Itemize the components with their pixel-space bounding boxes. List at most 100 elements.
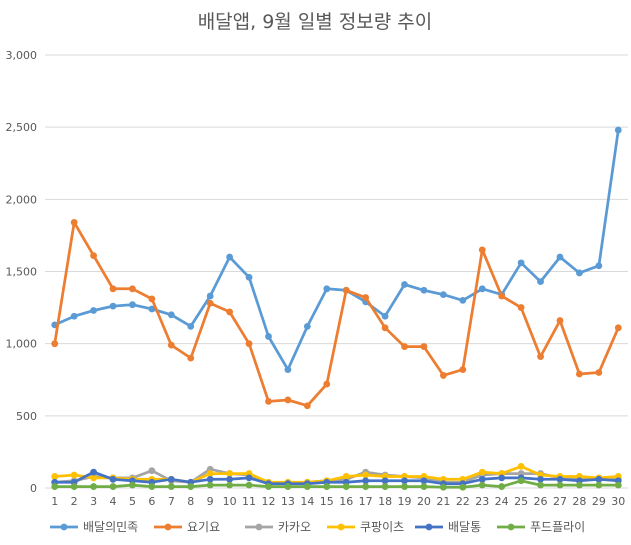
x-tick-label: 28 [572, 495, 586, 508]
data-point [517, 259, 525, 267]
x-tick-label: 21 [436, 495, 450, 508]
y-tick-label: 0 [30, 482, 37, 495]
data-point [129, 481, 136, 489]
data-point [459, 366, 467, 374]
data-point [478, 468, 486, 476]
legend-item: 카카오 [245, 520, 311, 534]
y-tick-label: 3,000 [6, 49, 38, 62]
data-point [303, 322, 311, 330]
x-tick-label: 29 [592, 495, 606, 508]
data-point [401, 281, 408, 288]
data-point [420, 477, 428, 485]
data-point [206, 292, 214, 300]
data-point [401, 483, 408, 490]
data-point [148, 305, 156, 313]
x-tick-label: 20 [417, 495, 431, 508]
grid-layer [45, 54, 628, 489]
data-point [90, 468, 97, 476]
data-point [498, 292, 506, 300]
x-tick-label: 16 [339, 495, 353, 508]
data-point [109, 483, 117, 490]
data-point [148, 483, 156, 490]
data-point [206, 299, 214, 307]
data-point [595, 481, 603, 489]
data-point [420, 483, 428, 490]
data-point [595, 369, 603, 376]
data-point [537, 278, 544, 286]
data-point [206, 475, 214, 483]
data-point [265, 333, 272, 340]
data-point [595, 475, 603, 483]
data-point [70, 471, 78, 479]
series-layer [51, 126, 622, 491]
x-tick-label: 5 [129, 495, 136, 508]
data-point [51, 473, 59, 480]
x-tick-label: 8 [187, 495, 194, 508]
data-point [362, 471, 370, 479]
data-point [576, 370, 583, 378]
x-tick-label: 6 [148, 495, 155, 508]
data-point [284, 396, 292, 404]
x-tick-label: 2 [71, 495, 78, 508]
data-point [303, 483, 311, 490]
data-point [401, 477, 408, 485]
legend-marker [60, 523, 68, 531]
data-point [420, 343, 428, 350]
data-point [90, 252, 97, 260]
y-axis: 0 500 1,000 1,500 2,000 2,500 3,000 [6, 49, 38, 495]
data-point [187, 483, 195, 490]
data-point [284, 366, 292, 374]
data-point [90, 307, 97, 314]
data-point [245, 273, 253, 281]
data-point [459, 296, 467, 304]
x-tick-label: 18 [378, 495, 392, 508]
legend-marker [425, 523, 433, 531]
y-tick-label: 2,500 [6, 121, 38, 134]
data-point [226, 470, 234, 477]
data-point [187, 354, 195, 362]
data-point [478, 285, 486, 293]
data-point [70, 312, 78, 320]
legend-label: 푸드플라이 [530, 520, 585, 534]
data-point [245, 340, 253, 348]
data-point [498, 474, 506, 482]
legend-item: 요기요 [154, 520, 220, 534]
x-tick-label: 3 [90, 495, 97, 508]
x-tick-label: 15 [320, 495, 334, 508]
data-point [439, 372, 447, 379]
data-point [206, 481, 214, 489]
data-point [265, 483, 272, 490]
data-point [109, 475, 117, 483]
y-tick-label: 1,000 [6, 338, 38, 351]
data-point [381, 483, 389, 490]
data-point [342, 473, 350, 480]
data-point [129, 301, 136, 309]
x-tick-label: 22 [456, 495, 470, 508]
data-point [556, 475, 564, 483]
x-tick-label: 9 [207, 495, 214, 508]
data-point [245, 474, 253, 482]
x-tick-label: 25 [514, 495, 528, 508]
y-tick-label: 2,000 [6, 193, 38, 206]
data-point [303, 402, 311, 410]
x-tick-label: 12 [261, 495, 275, 508]
legend-item: 배달의민족 [50, 520, 138, 534]
data-point [342, 483, 350, 490]
chart-title: 배달앱, 9월 일별 정보량 추이 [198, 11, 433, 33]
data-point [167, 475, 175, 483]
data-point [226, 481, 234, 489]
series-배달의민족 [51, 126, 622, 374]
data-point [206, 470, 214, 477]
legend: 배달의민족 요기요 카카오 쿠팡이츠 배달통 푸드플라이 [50, 520, 585, 534]
x-tick-label: 10 [223, 495, 237, 508]
series-line [53, 221, 620, 408]
legend-item: 쿠팡이츠 [327, 520, 404, 534]
data-point [478, 481, 486, 489]
data-point [576, 481, 583, 489]
data-point [109, 302, 117, 310]
data-point [517, 304, 525, 311]
x-tick-label: 4 [110, 495, 117, 508]
data-point [362, 477, 370, 485]
data-point [556, 481, 564, 489]
